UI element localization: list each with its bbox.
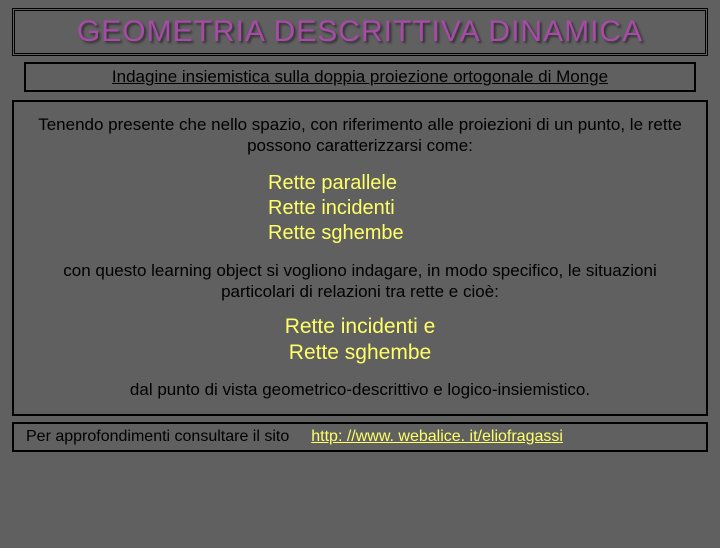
paragraph-2: con questo learning object si vogliono i…	[28, 260, 692, 303]
subtitle-box: Indagine insiemistica sulla doppia proie…	[24, 62, 696, 92]
list-item: Rette incidenti e	[28, 314, 692, 340]
list-item: Rette incidenti	[268, 196, 692, 221]
list-block-2: Rette incidenti e Rette sghembe	[28, 314, 692, 367]
paragraph-1: Tenendo presente che nello spazio, con r…	[28, 114, 692, 157]
list-item: Rette sghembe	[268, 221, 692, 246]
footer-label: Per approfondimenti consultare il sito	[26, 428, 289, 446]
title-box: GEOMETRIA DESCRITTIVA DINAMICA	[12, 8, 708, 56]
list-block-1: Rette parallele Rette incidenti Rette sg…	[28, 171, 692, 246]
body-box: Tenendo presente che nello spazio, con r…	[12, 100, 708, 416]
list-item: Rette sghembe	[28, 340, 692, 366]
list-item: Rette parallele	[268, 171, 692, 196]
footer-box: Per approfondimenti consultare il sito h…	[12, 422, 708, 452]
page-title: GEOMETRIA DESCRITTIVA DINAMICA	[23, 15, 697, 49]
paragraph-3: dal punto di vista geometrico-descrittiv…	[28, 379, 692, 400]
footer-link[interactable]: http: //www. webalice. it/eliofragassi	[311, 428, 563, 446]
subtitle: Indagine insiemistica sulla doppia proie…	[36, 67, 684, 87]
